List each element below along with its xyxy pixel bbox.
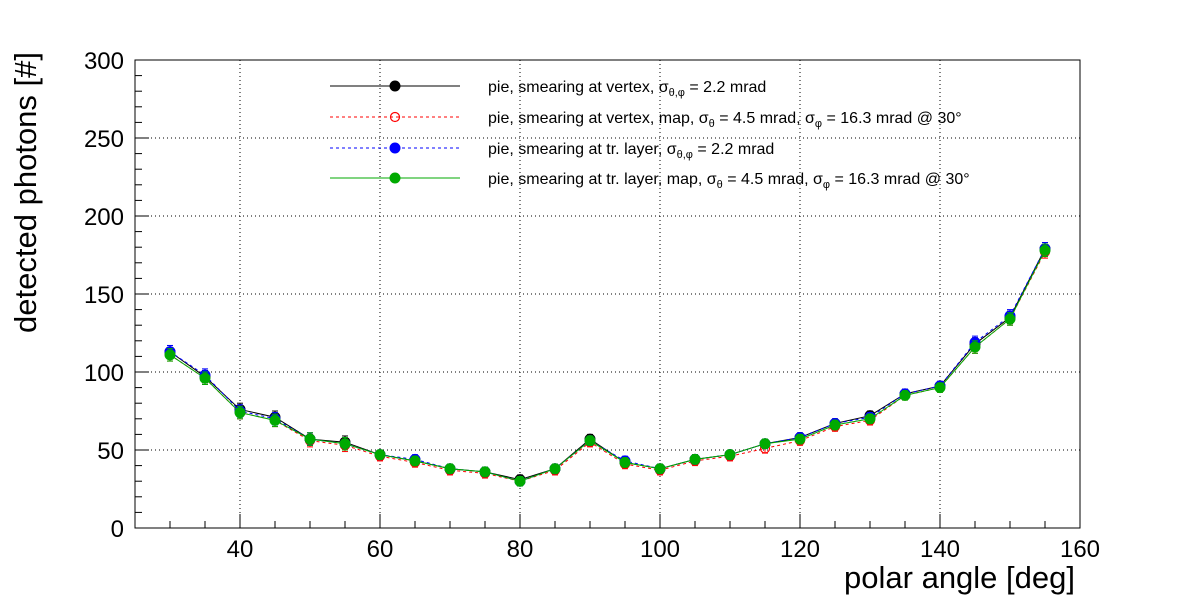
y-tick-label: 250 xyxy=(84,126,124,153)
series-4 xyxy=(164,243,1051,487)
data-point xyxy=(269,414,281,426)
series-1 xyxy=(164,242,1051,486)
legend-text-part: = 16.3 mrad @ 30° xyxy=(822,110,962,127)
data-point xyxy=(1039,244,1051,256)
legend-text-part: = 2.2 mrad xyxy=(693,141,774,158)
legend-entry-1: pie, smearing at vertex, σθ,φ = 2.2 mrad xyxy=(330,79,766,99)
legend-label: pie, smearing at vertex, σθ,φ = 2.2 mrad xyxy=(488,79,766,99)
data-point xyxy=(164,349,176,361)
data-point xyxy=(864,413,876,425)
legend-label: pie, smearing at tr. layer, σθ,φ = 2.2 m… xyxy=(488,141,774,161)
legend-subscript: θ xyxy=(709,118,715,130)
legend-subscript: φ xyxy=(815,118,822,130)
legend: pie, smearing at vertex, σθ,φ = 2.2 mrad… xyxy=(330,79,970,191)
data-point xyxy=(794,433,806,445)
series-line xyxy=(169,248,1046,482)
data-point xyxy=(199,372,211,384)
legend-text-part: = 4.5 mrad, σ xyxy=(723,171,823,188)
legend-subscript: θ,φ xyxy=(669,87,685,99)
y-tick-label: 0 xyxy=(111,516,124,543)
y-tick-label: 200 xyxy=(84,204,124,231)
data-point xyxy=(654,463,666,475)
legend-subscript: φ xyxy=(823,179,830,191)
legend-marker xyxy=(389,111,401,123)
legend-entry-3: pie, smearing at tr. layer, σθ,φ = 2.2 m… xyxy=(330,141,774,161)
series-group xyxy=(164,242,1051,487)
legend-text-part: = 4.5 mrad, σ xyxy=(715,110,815,127)
grid xyxy=(135,60,1080,528)
data-point xyxy=(409,455,421,467)
x-tick-label: 60 xyxy=(367,536,394,563)
data-point xyxy=(304,433,316,445)
x-tick-label: 100 xyxy=(640,536,680,563)
x-axis-title: polar angle [deg] xyxy=(844,560,1075,595)
legend-marker xyxy=(389,80,401,92)
y-tick-label: 100 xyxy=(84,360,124,387)
x-tick-label: 140 xyxy=(920,536,960,563)
data-point xyxy=(724,449,736,461)
x-tick-label: 80 xyxy=(507,536,534,563)
y-axis-title: detected photons [#] xyxy=(8,52,43,333)
legend-label: pie, smearing at tr. layer, map, σθ = 4.… xyxy=(488,171,970,191)
data-point xyxy=(689,453,701,465)
legend-text-part: = 16.3 mrad @ 30° xyxy=(830,171,970,188)
series-line xyxy=(169,251,1046,482)
legend-text-part: pie, smearing at tr. layer, map, σ xyxy=(488,171,717,188)
tick-labels: 40 60 80 100 120 140 160 0 50 100 150 200 250 300 xyxy=(84,48,1100,563)
legend-label: pie, smearing at vertex, map, σθ = 4.5 m… xyxy=(488,110,962,130)
y-tick-label: 50 xyxy=(97,438,124,465)
data-point xyxy=(339,438,351,450)
legend-text-part: pie, smearing at vertex, map, σ xyxy=(488,110,709,127)
x-tick-label: 40 xyxy=(227,536,254,563)
legend-marker xyxy=(389,172,401,184)
data-point xyxy=(899,389,911,401)
legend-text-part: = 2.2 mrad xyxy=(685,79,766,96)
axis-ticks xyxy=(135,59,1046,529)
x-tick-label: 160 xyxy=(1060,536,1100,563)
x-tick-label: 120 xyxy=(780,536,820,563)
data-point xyxy=(514,475,526,487)
data-point xyxy=(759,438,771,450)
data-point xyxy=(934,382,946,394)
legend-entry-4: pie, smearing at tr. layer, map, σθ = 4.… xyxy=(330,171,970,191)
legend-subscript: θ,φ xyxy=(677,149,693,161)
data-point xyxy=(969,341,981,353)
series-line xyxy=(169,248,1046,481)
legend-entry-2: pie, smearing at vertex, map, σθ = 4.5 m… xyxy=(330,110,962,130)
series-line xyxy=(169,250,1046,482)
data-point xyxy=(619,456,631,468)
data-point xyxy=(374,449,386,461)
data-point xyxy=(584,435,596,447)
legend-text-part: pie, smearing at tr. layer, σ xyxy=(488,141,677,158)
data-point xyxy=(234,407,246,419)
data-point xyxy=(444,463,456,475)
data-point xyxy=(829,419,841,431)
legend-text-part: pie, smearing at vertex, σ xyxy=(488,79,669,96)
legend-marker xyxy=(389,142,401,154)
legend-subscript: θ xyxy=(717,179,723,191)
y-tick-label: 300 xyxy=(84,48,124,75)
data-point xyxy=(1004,313,1016,325)
data-point xyxy=(549,463,561,475)
data-point xyxy=(479,466,491,478)
y-tick-label: 150 xyxy=(84,282,124,309)
